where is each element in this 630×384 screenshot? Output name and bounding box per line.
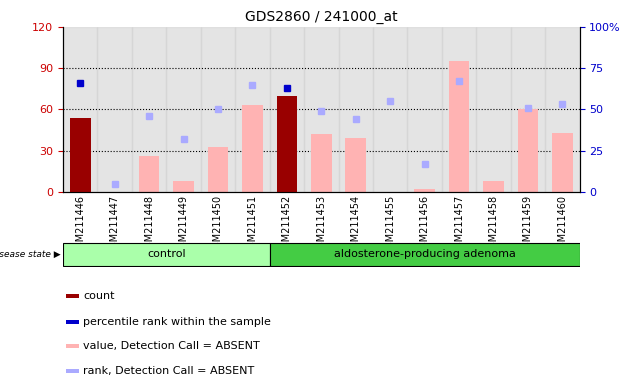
Bar <box>476 27 511 192</box>
Bar <box>201 27 235 192</box>
Bar <box>242 105 263 192</box>
Bar <box>277 96 297 192</box>
Text: rank, Detection Call = ABSENT: rank, Detection Call = ABSENT <box>83 366 254 376</box>
Title: GDS2860 / 241000_at: GDS2860 / 241000_at <box>245 10 398 25</box>
Bar <box>63 27 98 192</box>
Bar <box>66 344 79 348</box>
Text: count: count <box>83 291 115 301</box>
Bar <box>518 109 538 192</box>
Bar <box>166 27 201 192</box>
Text: percentile rank within the sample: percentile rank within the sample <box>83 317 271 327</box>
Text: value, Detection Call = ABSENT: value, Detection Call = ABSENT <box>83 341 260 351</box>
Text: disease state ▶: disease state ▶ <box>0 250 61 259</box>
Bar <box>415 189 435 192</box>
Bar <box>139 156 159 192</box>
Bar <box>66 294 79 298</box>
Bar <box>235 27 270 192</box>
Bar <box>304 27 338 192</box>
Bar <box>208 147 228 192</box>
Bar <box>408 27 442 192</box>
FancyBboxPatch shape <box>270 243 580 266</box>
Bar <box>442 27 476 192</box>
Bar <box>270 27 304 192</box>
Bar <box>449 61 469 192</box>
FancyBboxPatch shape <box>63 243 270 266</box>
Bar <box>545 27 580 192</box>
Bar <box>483 181 504 192</box>
Bar <box>311 134 331 192</box>
Bar <box>98 27 132 192</box>
Bar <box>373 27 408 192</box>
Bar <box>345 138 366 192</box>
Bar <box>173 181 194 192</box>
Bar <box>66 369 79 373</box>
Bar <box>70 118 91 192</box>
Bar <box>66 320 79 323</box>
Text: aldosterone-producing adenoma: aldosterone-producing adenoma <box>334 249 515 260</box>
Bar <box>132 27 166 192</box>
Bar <box>552 133 573 192</box>
Bar <box>338 27 373 192</box>
Bar <box>511 27 545 192</box>
Text: control: control <box>147 249 186 260</box>
